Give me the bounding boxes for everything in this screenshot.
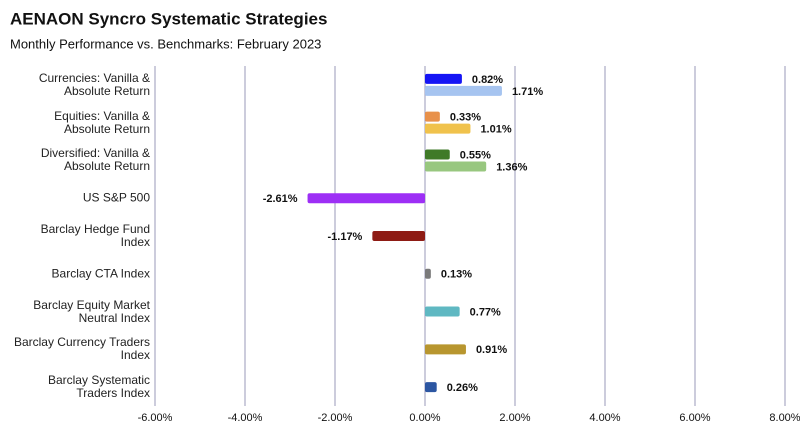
bar bbox=[425, 306, 460, 317]
value-label: 1.01% bbox=[480, 124, 511, 136]
value-label: 0.33% bbox=[450, 112, 481, 124]
bar bbox=[425, 344, 466, 355]
category-label: Barclay Currency Traders Index bbox=[13, 335, 150, 363]
category-label: Equities: Vanilla & Absolute Return bbox=[54, 108, 150, 136]
category-label: Diversified: Vanilla & Absolute Return bbox=[40, 146, 150, 174]
bar bbox=[425, 73, 462, 84]
bar bbox=[425, 111, 440, 122]
x-tick-label: 6.00% bbox=[679, 412, 710, 424]
value-label: 0.77% bbox=[470, 306, 501, 318]
value-label: 0.55% bbox=[460, 149, 491, 161]
bar bbox=[425, 123, 471, 134]
bar bbox=[425, 382, 437, 393]
x-tick-label: 8.00% bbox=[769, 412, 800, 424]
bar bbox=[425, 268, 431, 279]
x-tick-label: -4.00% bbox=[228, 412, 263, 424]
chart-subtitle: Monthly Performance vs. Benchmarks: Febr… bbox=[10, 36, 321, 51]
x-tick-label: -6.00% bbox=[138, 412, 173, 424]
value-label: 0.91% bbox=[476, 344, 507, 356]
category-label: Barclay Systematic Traders Index bbox=[47, 373, 150, 401]
category-label: Barclay Hedge Fund Index bbox=[40, 222, 150, 249]
value-label: 0.26% bbox=[447, 382, 478, 394]
x-tick-label: 2.00% bbox=[499, 412, 530, 424]
bar bbox=[425, 149, 450, 160]
bar bbox=[307, 193, 425, 204]
x-tick-label: 4.00% bbox=[589, 412, 620, 424]
value-label: 0.13% bbox=[441, 269, 472, 281]
value-label: 1.71% bbox=[512, 86, 543, 98]
bar bbox=[425, 161, 487, 172]
value-label: -1.17% bbox=[327, 231, 362, 243]
category-label: Currencies: Vanilla & Absolute Return bbox=[38, 70, 150, 98]
bar bbox=[425, 85, 502, 96]
bar bbox=[372, 231, 425, 241]
category-label: Barclay Equity Market Neutral Index bbox=[33, 297, 150, 325]
value-label: 1.36% bbox=[496, 161, 527, 173]
category-label: Barclay CTA Index bbox=[51, 266, 150, 281]
chart-title: AENAON Syncro Systematic Strategies bbox=[10, 9, 327, 28]
category-label: US S&P 500 bbox=[82, 190, 150, 205]
x-tick-label: -2.00% bbox=[318, 412, 353, 424]
value-label: -2.61% bbox=[263, 193, 298, 205]
x-tick-label: 0.00% bbox=[409, 412, 440, 424]
value-label: 0.82% bbox=[472, 74, 503, 86]
